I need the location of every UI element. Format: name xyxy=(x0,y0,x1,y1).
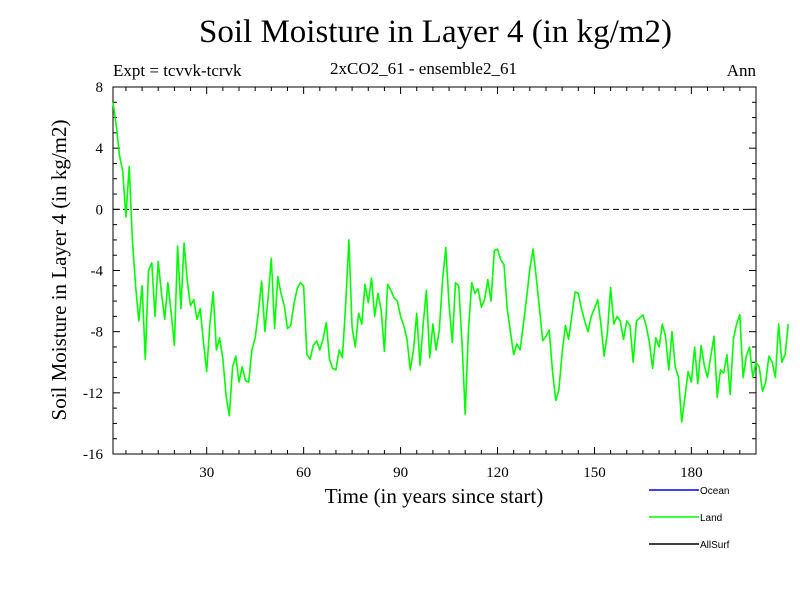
experiment-label: Expt = tcvvk-tcrvk xyxy=(113,61,242,80)
plot-frame xyxy=(112,86,757,455)
axis-ticks xyxy=(113,86,757,455)
period-label: Ann xyxy=(726,61,756,80)
y-tick-label: -4 xyxy=(91,264,104,280)
chart-subtitle: 2xCO2_61 - ensemble2_61 xyxy=(330,59,517,78)
series-line-land xyxy=(112,102,790,423)
x-tick-label: 90 xyxy=(393,465,408,481)
chart-title: Soil Moisture in Layer 4 (in kg/m2) xyxy=(199,14,672,50)
series-layer xyxy=(112,102,790,423)
y-tick-label: -8 xyxy=(91,325,104,341)
axis-tick-labels: 8 4 0 -4 -8 -12 -16 30 60 90 120 150 180 xyxy=(83,80,703,481)
x-tick-label: 180 xyxy=(680,465,703,481)
y-tick-label: 4 xyxy=(96,141,104,157)
y-axis-title: Soil Moisture in Layer 4 (in kg/m2) xyxy=(47,120,71,421)
x-tick-label: 60 xyxy=(296,465,311,481)
x-tick-label: 150 xyxy=(583,465,606,481)
y-tick-label: -16 xyxy=(83,447,103,463)
x-tick-label: 30 xyxy=(199,465,214,481)
x-tick-label: 120 xyxy=(486,465,509,481)
legend-label-allsurf: AllSurf xyxy=(700,540,730,551)
legend-label-ocean: Ocean xyxy=(700,486,729,497)
y-tick-label: -12 xyxy=(83,386,103,402)
legend-label-land: Land xyxy=(700,513,722,524)
legend: Ocean Land AllSurf xyxy=(649,486,730,551)
y-tick-label: 8 xyxy=(96,80,104,96)
x-axis-title: Time (in years since start) xyxy=(325,484,544,508)
y-tick-label: 0 xyxy=(96,202,104,218)
